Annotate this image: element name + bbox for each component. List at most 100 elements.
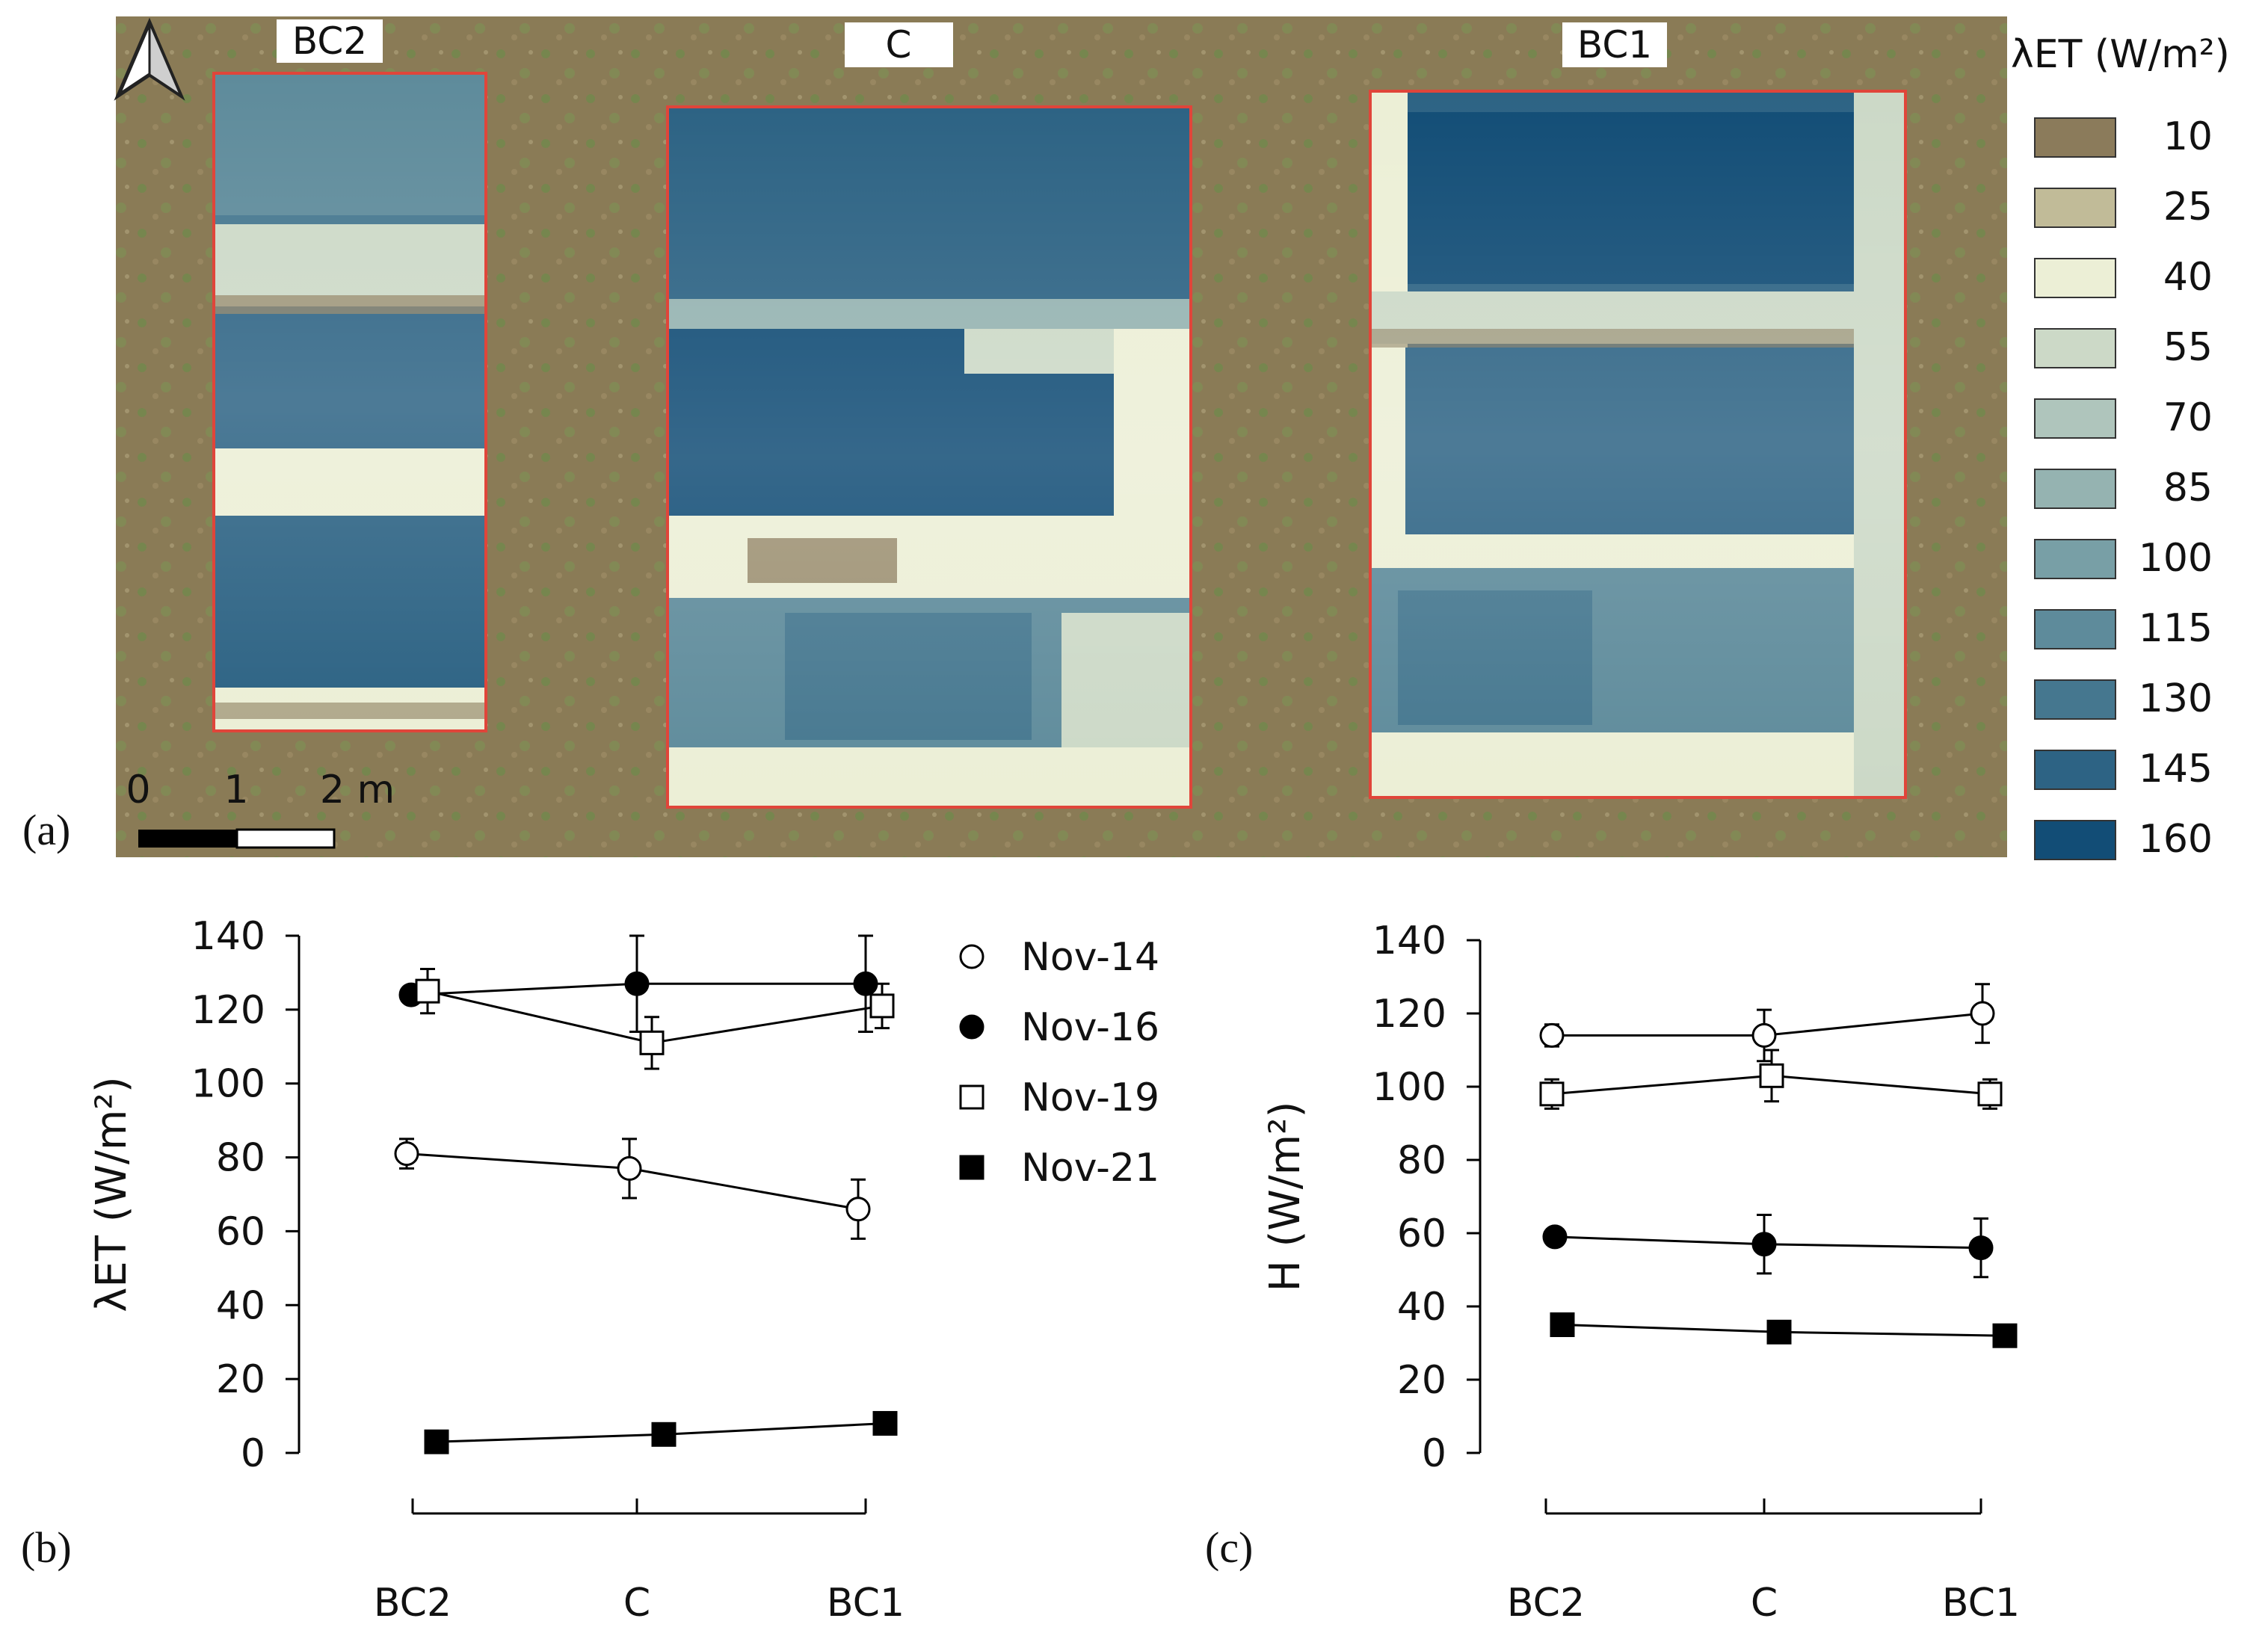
legend-label: Nov-19 xyxy=(1021,1075,1159,1120)
series-nov-14 xyxy=(1539,983,1995,1063)
colorbar-swatch xyxy=(2034,117,2116,158)
plot-border xyxy=(1369,90,1907,799)
data-point xyxy=(1539,1022,1565,1048)
colorbar-swatch xyxy=(2034,609,2116,649)
legend-item: Nov-14 xyxy=(959,935,1159,980)
colorbar-title: λET (W/m²) xyxy=(2011,32,2230,77)
data-point xyxy=(1542,1224,1568,1250)
x-tick-label: BC2 xyxy=(374,1581,452,1626)
svg-text:0: 0 xyxy=(126,768,150,812)
x-tick-label: BC1 xyxy=(827,1581,905,1626)
colorbar-swatch xyxy=(2034,539,2116,579)
y-tick-label: 60 xyxy=(1397,1212,1446,1256)
colorbar-value: 100 xyxy=(2139,536,2213,581)
y-tick-label: 20 xyxy=(1397,1358,1446,1403)
legend-marker xyxy=(959,944,984,969)
svg-text:2 m: 2 m xyxy=(320,768,395,812)
y-tick-label: 0 xyxy=(241,1431,265,1476)
svg-text:1: 1 xyxy=(224,768,248,812)
y-tick-label: 140 xyxy=(1372,919,1446,963)
data-point xyxy=(872,1410,898,1436)
data-point xyxy=(394,1141,419,1167)
x-tick-label: BC2 xyxy=(1507,1581,1585,1626)
y-tick-label: 80 xyxy=(1397,1138,1446,1183)
y-tick-label: 40 xyxy=(216,1283,265,1328)
data-point xyxy=(1539,1081,1565,1107)
data-point xyxy=(651,1422,677,1447)
y-axis-title: H (W/m²) xyxy=(1261,1102,1310,1292)
series-nov-21 xyxy=(1550,1312,2018,1348)
colorbar-swatch xyxy=(2034,679,2116,720)
x-tick-label: BC1 xyxy=(1942,1581,2020,1626)
legend-label: Nov-21 xyxy=(1021,1146,1159,1191)
panel-label: (c) xyxy=(1205,1523,1253,1572)
svg-text:C: C xyxy=(886,23,912,67)
colorbar-value: 40 xyxy=(2163,255,2213,300)
colorbar-legend: λET (W/m²) 10 25 40 55 70 85 100 115 130 145 160 xyxy=(2011,32,2230,862)
series-nov-14 xyxy=(394,1138,871,1240)
data-point xyxy=(1751,1232,1777,1257)
data-point xyxy=(845,1197,871,1222)
data-point xyxy=(853,971,878,996)
colorbar-value: 115 xyxy=(2139,606,2213,651)
x-tick-label: C xyxy=(623,1581,650,1626)
y-tick-label: 100 xyxy=(1372,1065,1446,1110)
colorbar-value: 10 xyxy=(2163,114,2213,159)
colorbar-value: 55 xyxy=(2163,325,2213,370)
colorbar-swatch xyxy=(2034,258,2116,298)
series-nov-16 xyxy=(398,934,878,1034)
series-nov-19 xyxy=(415,967,895,1070)
y-tick-label: 0 xyxy=(1422,1431,1446,1476)
y-tick-label: 60 xyxy=(216,1209,265,1254)
data-point xyxy=(415,978,440,1004)
legend-label: Nov-14 xyxy=(1021,935,1159,980)
legend-marker xyxy=(959,1014,984,1040)
data-point xyxy=(1751,1022,1777,1048)
y-tick-label: 20 xyxy=(216,1357,265,1402)
colorbar-value: 130 xyxy=(2139,676,2213,721)
plot-label-bc1: BC1 xyxy=(1562,22,1667,67)
plot-label-c: C xyxy=(845,22,953,67)
svg-text:BC2: BC2 xyxy=(292,19,367,63)
legend-item: Nov-16 xyxy=(959,1005,1159,1050)
series-legend: Nov-14 Nov-16 Nov-19 Nov-21 xyxy=(959,935,1159,1191)
colorbar-value: 70 xyxy=(2163,395,2213,440)
y-axis-title: λET (W/m²) xyxy=(87,1076,136,1312)
plot-border xyxy=(212,72,487,732)
colorbar-swatch xyxy=(2034,328,2116,368)
data-point xyxy=(1970,1001,1995,1026)
north-arrow-icon xyxy=(114,17,185,101)
y-tick-label: 100 xyxy=(191,1062,265,1107)
y-tick-label: 120 xyxy=(1372,992,1446,1037)
plot-border xyxy=(666,105,1192,809)
colorbar-value: 145 xyxy=(2139,747,2213,791)
data-point xyxy=(639,1030,665,1055)
data-point xyxy=(1759,1063,1784,1088)
y-tick-label: 120 xyxy=(191,988,265,1033)
y-tick-label: 40 xyxy=(1397,1285,1446,1330)
scale-bar: 0 1 2 m xyxy=(126,768,395,849)
y-tick-label: 140 xyxy=(191,914,265,959)
chart-c: 0 20 40 60 80 100 120 140 H (W/m²) BC2 C BC1 (c) xyxy=(1205,919,2020,1626)
chart-b: 0 20 40 60 80 100 120 140 λET (W/m²) BC2 C BC1 (b) xyxy=(21,914,905,1626)
series-nov-21 xyxy=(424,1410,898,1454)
data-point xyxy=(1766,1319,1792,1345)
data-point xyxy=(624,971,650,996)
plot-label-bc2: BC2 xyxy=(277,19,383,63)
data-point xyxy=(1550,1312,1575,1337)
data-point xyxy=(1992,1323,2018,1348)
plot-bc2 xyxy=(212,72,487,732)
legend-label: Nov-16 xyxy=(1021,1005,1159,1050)
colorbar-value: 85 xyxy=(2163,466,2213,510)
colorbar-value: 25 xyxy=(2163,185,2213,229)
colorbar-swatch xyxy=(2034,398,2116,439)
colorbar-swatch xyxy=(2034,469,2116,509)
plot-bc1 xyxy=(1369,90,1907,799)
plot-c xyxy=(666,105,1192,809)
x-tick-label: C xyxy=(1751,1581,1778,1626)
colorbar-swatch xyxy=(2034,188,2116,228)
series-nov-19 xyxy=(1539,1049,2003,1110)
panel-a-map: BC2 C BC1 0 1 2 m (a) xyxy=(22,16,2007,857)
data-point xyxy=(1968,1235,1994,1261)
